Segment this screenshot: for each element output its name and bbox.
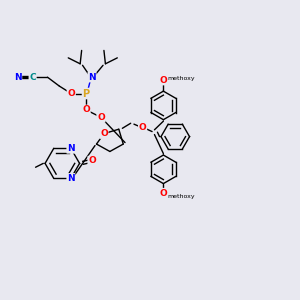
- Text: O: O: [139, 123, 146, 132]
- Text: O: O: [160, 189, 167, 198]
- Text: O: O: [68, 89, 75, 98]
- Text: N: N: [67, 144, 75, 153]
- Text: N: N: [67, 174, 75, 183]
- Text: O: O: [88, 157, 96, 166]
- Text: methoxy: methoxy: [168, 76, 196, 81]
- Text: O: O: [160, 76, 167, 85]
- Text: O: O: [82, 105, 90, 114]
- Text: O: O: [100, 129, 108, 138]
- Text: N: N: [88, 73, 96, 82]
- Text: C: C: [29, 73, 36, 82]
- Text: O: O: [97, 113, 105, 122]
- Text: N: N: [14, 73, 22, 82]
- Text: methoxy: methoxy: [168, 194, 196, 199]
- Text: P: P: [82, 88, 90, 98]
